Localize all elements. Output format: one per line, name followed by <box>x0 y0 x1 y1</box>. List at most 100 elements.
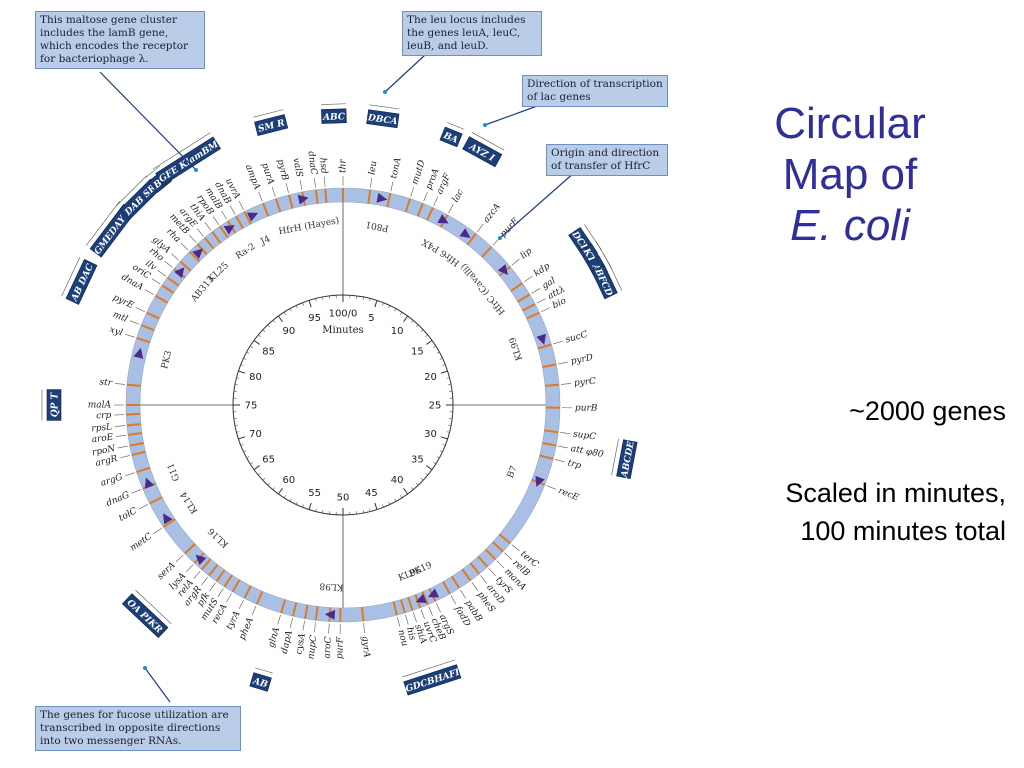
title-line-1: Circular <box>774 99 926 148</box>
gene-marker <box>262 202 270 217</box>
operon-box-bg <box>254 114 289 137</box>
gene-marker <box>126 412 141 416</box>
gene-label: purB <box>575 403 598 413</box>
gene-label: tonA <box>389 156 404 179</box>
hfr-origin-arrow <box>174 267 185 279</box>
minute-tick <box>440 370 448 374</box>
gene-tick <box>302 620 305 631</box>
gene-tick <box>226 593 232 603</box>
gene-label: aroC <box>323 636 334 659</box>
minute-label: 60 <box>283 475 296 486</box>
operon-box-bg <box>616 439 638 479</box>
gene-label: lac <box>451 188 466 204</box>
gene-tick <box>471 581 478 591</box>
minute-tick <box>308 300 312 308</box>
gene-label: rpsL <box>91 422 113 434</box>
operon-box-bg <box>249 672 272 692</box>
gene-label: purA <box>259 162 276 187</box>
scale-text-line-1: Scaled in minutes, <box>785 478 1006 508</box>
gene-tick <box>536 298 546 304</box>
gene-marker <box>188 250 201 263</box>
hfr-origin-arrow <box>324 609 336 620</box>
gene-label: pyrC <box>574 377 597 389</box>
gene-tick <box>558 361 569 365</box>
gene-tick <box>125 472 135 477</box>
hfr-origin-arrow <box>535 475 545 487</box>
minute-minor-tick <box>246 456 250 459</box>
gene-label: thr <box>339 159 349 173</box>
minute-tick <box>426 339 433 345</box>
hfr-origin-arrow <box>427 588 440 598</box>
minute-minor-tick <box>448 384 452 386</box>
gene-marker <box>280 599 287 614</box>
gene-label: glnA <box>267 626 283 649</box>
operon-box: ABC <box>321 103 347 124</box>
callout-leader-dot <box>383 90 387 94</box>
minute-tick <box>403 488 409 495</box>
gene-tick <box>428 606 433 616</box>
gene-label: nou <box>395 629 409 648</box>
gene-tick <box>164 261 173 268</box>
operon-box: SM R <box>253 109 289 137</box>
gene-marker <box>498 533 511 545</box>
minute-minor-tick <box>302 504 304 508</box>
hfr-origin-arrow <box>376 192 388 203</box>
gene-marker <box>392 601 398 616</box>
minute-minor-tick <box>240 444 244 446</box>
gene-marker <box>545 383 560 387</box>
operon-box: AB <box>249 667 273 692</box>
gene-marker <box>522 303 536 312</box>
gene-label: valS <box>290 157 303 178</box>
minute-label: 10 <box>391 326 404 337</box>
gene-marker <box>544 429 559 434</box>
hfr-strain-label: P801 <box>365 219 390 233</box>
minute-minor-tick <box>243 357 247 360</box>
gene-marker <box>461 568 472 582</box>
gene-label: tolC <box>117 506 138 523</box>
operon-box-label: QP T <box>51 391 61 417</box>
minute-label: 75 <box>245 401 258 412</box>
gene-tick <box>114 383 126 385</box>
gene-marker <box>179 260 192 272</box>
operon-box: QP T <box>41 389 62 421</box>
minute-minor-tick <box>240 364 244 366</box>
gene-marker <box>161 284 175 294</box>
hfr-strain-label: P4X <box>420 236 441 254</box>
transcription-direction-arrow <box>85 201 120 246</box>
minute-label: 100/0 <box>329 309 358 320</box>
operon-box-bg <box>155 136 222 186</box>
transcription-direction-arrow <box>369 104 400 110</box>
gene-tick <box>504 552 513 560</box>
gene-tick <box>433 196 439 206</box>
gene-tick <box>405 614 409 625</box>
minute-minor-tick <box>258 472 261 476</box>
gene-tick <box>125 333 135 338</box>
gene-tick <box>511 258 520 266</box>
hfr-strain-label: G11 <box>166 461 182 482</box>
gene-marker <box>399 599 406 614</box>
hfr-strain-label: KL99 <box>508 335 525 361</box>
minute-label: 30 <box>424 429 437 440</box>
hfr-strain-label: Hfr6 <box>439 247 462 268</box>
gene-marker <box>517 293 531 303</box>
circular-gene-map: 100/0 5 10 15 20 25 30 35 40 45 50 55 60 65 70 75 80 85 90… <box>41 54 638 703</box>
gene-marker <box>324 188 328 203</box>
gene-label: str <box>99 378 113 389</box>
minute-minor-tick <box>410 487 414 490</box>
minute-minor-tick <box>258 334 261 338</box>
minute-label: 65 <box>262 455 275 466</box>
gene-marker <box>235 215 244 229</box>
hfr-strain-label: HfrH (Hayes) <box>278 215 340 237</box>
gene-tick <box>131 489 142 494</box>
gene-tick <box>196 228 204 237</box>
gene-tick <box>397 617 401 627</box>
minute-tick <box>374 300 378 308</box>
minute-label: 70 <box>249 429 262 440</box>
hfr-origin-arrow <box>437 214 449 224</box>
gene-label: argG <box>99 472 124 489</box>
gene-marker <box>426 207 434 221</box>
gene-tick <box>496 560 505 569</box>
minute-minor-tick <box>236 377 240 379</box>
operon-box-bg <box>321 108 347 124</box>
gene-marker <box>136 336 151 344</box>
